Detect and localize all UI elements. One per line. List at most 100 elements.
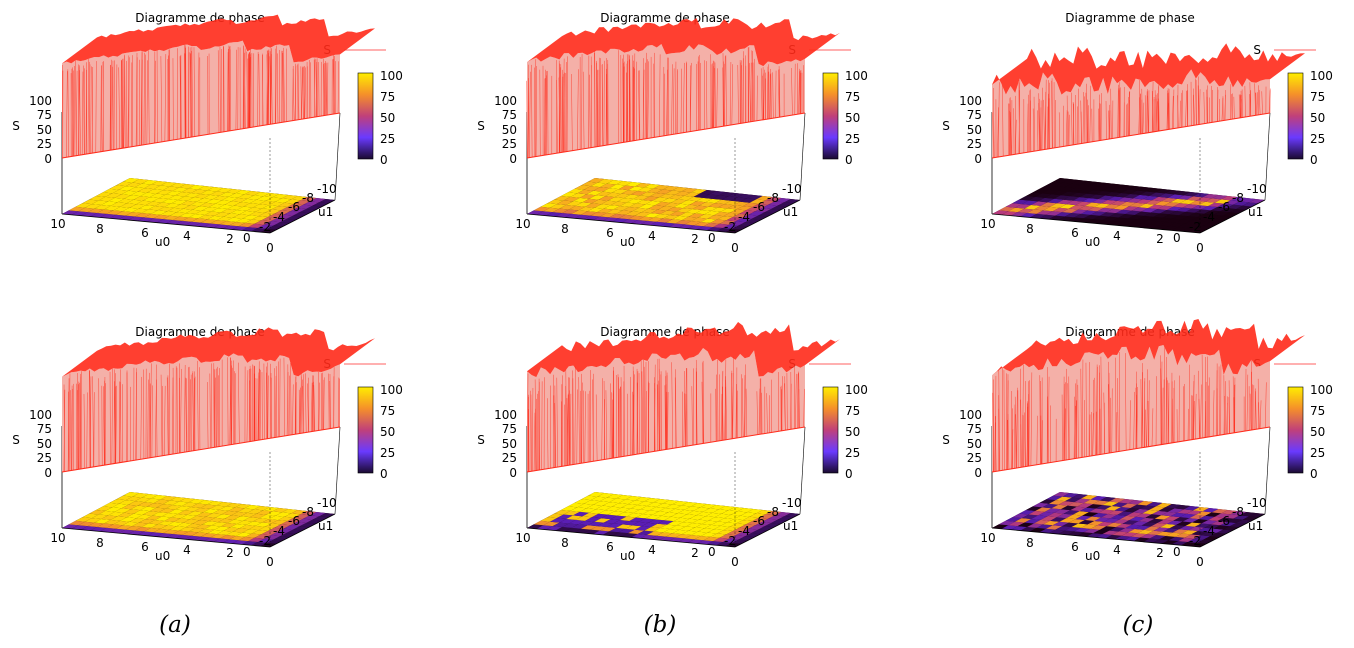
floor-cell [708,203,725,208]
colorbar-tick-label: 0 [845,153,853,167]
floor-cell [602,531,619,536]
floor-cell [606,180,623,185]
floor-cell [138,205,155,210]
floor-cell [264,221,281,226]
z-axis-label: S [477,119,485,133]
floor-cell [662,186,679,191]
surface-line [246,51,248,128]
floor-cell [680,200,697,205]
floor-cell [62,210,79,215]
surface-line [1067,111,1070,146]
floor-cell [716,227,733,233]
floor-cell [1217,203,1234,208]
floor-cell [602,188,619,193]
floor-cell [660,210,677,215]
floor-cell [191,503,208,508]
surface-line [128,57,130,148]
surface-line [235,49,237,130]
surface-line [180,55,182,139]
x-tick-label: 0 [266,241,274,255]
floor-cell [585,517,602,522]
y-tick-label: -4 [738,524,750,538]
surface-line [1254,83,1256,116]
floor-cell [1081,524,1098,529]
surface-line [533,412,536,471]
surface-line [1092,413,1094,456]
y-axis-line [269,513,336,548]
surface-line [102,61,104,152]
surface-line [267,375,269,439]
floor-cell [686,510,703,516]
surface-line [294,376,297,435]
floor-cell [1102,187,1119,193]
floor-cell [701,520,718,525]
surface-line [685,368,687,447]
floor-cell [700,504,717,509]
floor-cell [1156,217,1173,222]
x-tick-label: 6 [1071,540,1079,554]
surface-line [724,359,727,440]
floor-cell [595,191,613,197]
floor-cell [1028,510,1045,516]
floor-cell [309,198,326,203]
surface-line [100,65,102,152]
colorbar-tick-label: 50 [380,111,395,125]
floor-cell [116,181,133,187]
floor-cell [245,533,262,538]
floor-cell [1114,506,1131,512]
floor-cell [191,189,208,194]
floor-cell [730,511,747,516]
floor-cell [1010,526,1028,531]
surface-line [146,60,148,145]
floor-cell [85,518,102,523]
floor-cell [169,212,186,217]
floor-cell [207,529,224,535]
floor-cell [588,492,605,497]
floor-cell [1117,511,1134,516]
surface-line [179,56,182,139]
floor-cell [1163,214,1179,219]
floor-cell [173,518,190,523]
surface-line [1261,91,1263,115]
surface-line [1016,387,1018,469]
floor-cell [598,510,615,515]
surface-top [527,322,840,378]
surface-line [311,375,314,432]
floor-cell [1062,522,1079,528]
floor-cell [229,535,246,541]
colorbar-tick-label: 75 [380,90,395,104]
surface-line [742,51,744,124]
floor-cell [545,212,563,217]
floor-cell [756,196,773,201]
floor-cell [992,210,1009,215]
x-tick-label: 2 [691,546,699,560]
floor-cell [1146,188,1163,193]
floor-cell [1012,199,1029,205]
floor-cell [618,214,635,220]
y-tick-label: 0 [243,545,251,559]
x-axis-label: u0 [1085,235,1100,249]
floor-cell [103,519,121,525]
floor-cell [196,198,213,203]
surface-line [725,379,727,440]
floor-cell [224,515,241,520]
floor-cell [702,508,719,513]
surface-line [1193,374,1195,440]
surface-line [91,66,93,154]
floor-cell [253,506,270,511]
floor-cell [299,208,316,214]
surface-line [1071,92,1073,146]
surface-line [701,381,704,444]
surface-line [231,367,233,445]
surface-line [318,382,320,431]
floor-cell [1063,510,1080,515]
floor-cell [287,517,304,522]
x-tick-label: 4 [1113,229,1121,243]
surface-line [140,50,143,146]
floor-cell [1137,187,1154,192]
x-tick-label: 0 [731,241,739,255]
floor-cell [280,521,297,526]
floor-cell [1019,196,1036,201]
panel-c1: Diagramme de phaseSS10075502501007550250… [942,11,1333,255]
floor-cell [739,210,756,215]
